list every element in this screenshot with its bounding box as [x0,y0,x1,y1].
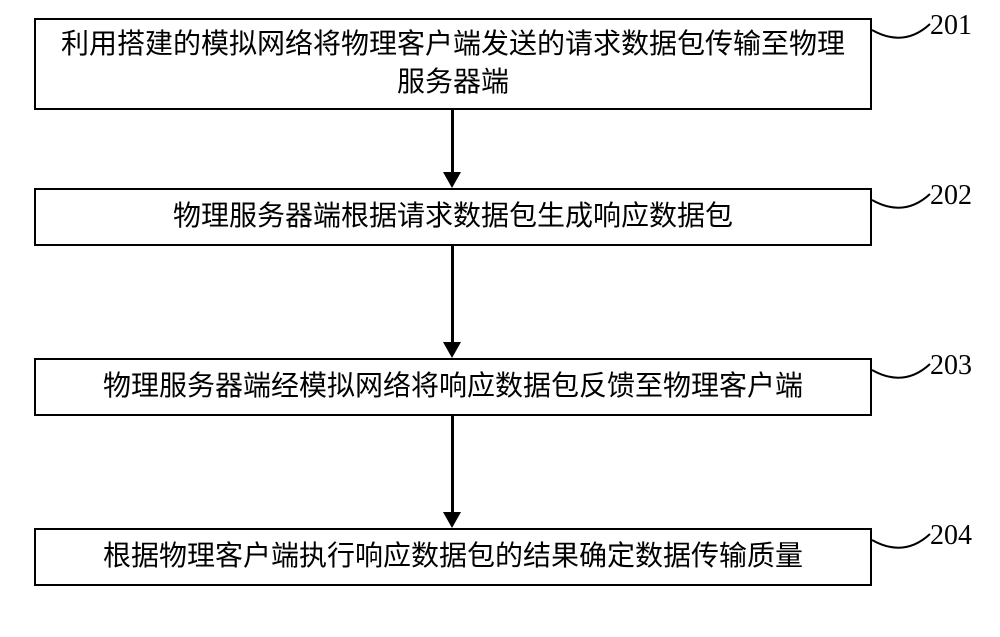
step-box-203: 物理服务器端经模拟网络将响应数据包反馈至物理客户端 [34,358,872,416]
arrow-line [451,110,454,172]
step-box-202: 物理服务器端根据请求数据包生成响应数据包 [34,188,872,246]
step-text: 利用搭建的模拟网络将物理客户端发送的请求数据包传输至物理服务器端 [56,26,850,102]
step-label-203: 203 [930,350,972,382]
label-connector [868,530,934,562]
step-text: 根据物理客户端执行响应数据包的结果确定数据传输质量 [103,538,803,576]
arrow-head-icon [443,172,461,188]
label-connector [868,20,934,52]
arrow-line [451,416,454,512]
step-box-204: 根据物理客户端执行响应数据包的结果确定数据传输质量 [34,528,872,586]
label-connector [868,360,934,392]
arrow-head-icon [443,342,461,358]
arrow-line [451,246,454,342]
step-label-204: 204 [930,520,972,552]
step-box-201: 利用搭建的模拟网络将物理客户端发送的请求数据包传输至物理服务器端 [34,18,872,110]
flowchart-canvas: 利用搭建的模拟网络将物理客户端发送的请求数据包传输至物理服务器端 201 物理服务器… [0,0,1000,637]
step-label-201: 201 [930,10,972,42]
step-text: 物理服务器端根据请求数据包生成响应数据包 [173,198,733,236]
label-connector [868,190,934,222]
arrow-head-icon [443,512,461,528]
step-label-202: 202 [930,180,972,212]
step-text: 物理服务器端经模拟网络将响应数据包反馈至物理客户端 [103,368,803,406]
